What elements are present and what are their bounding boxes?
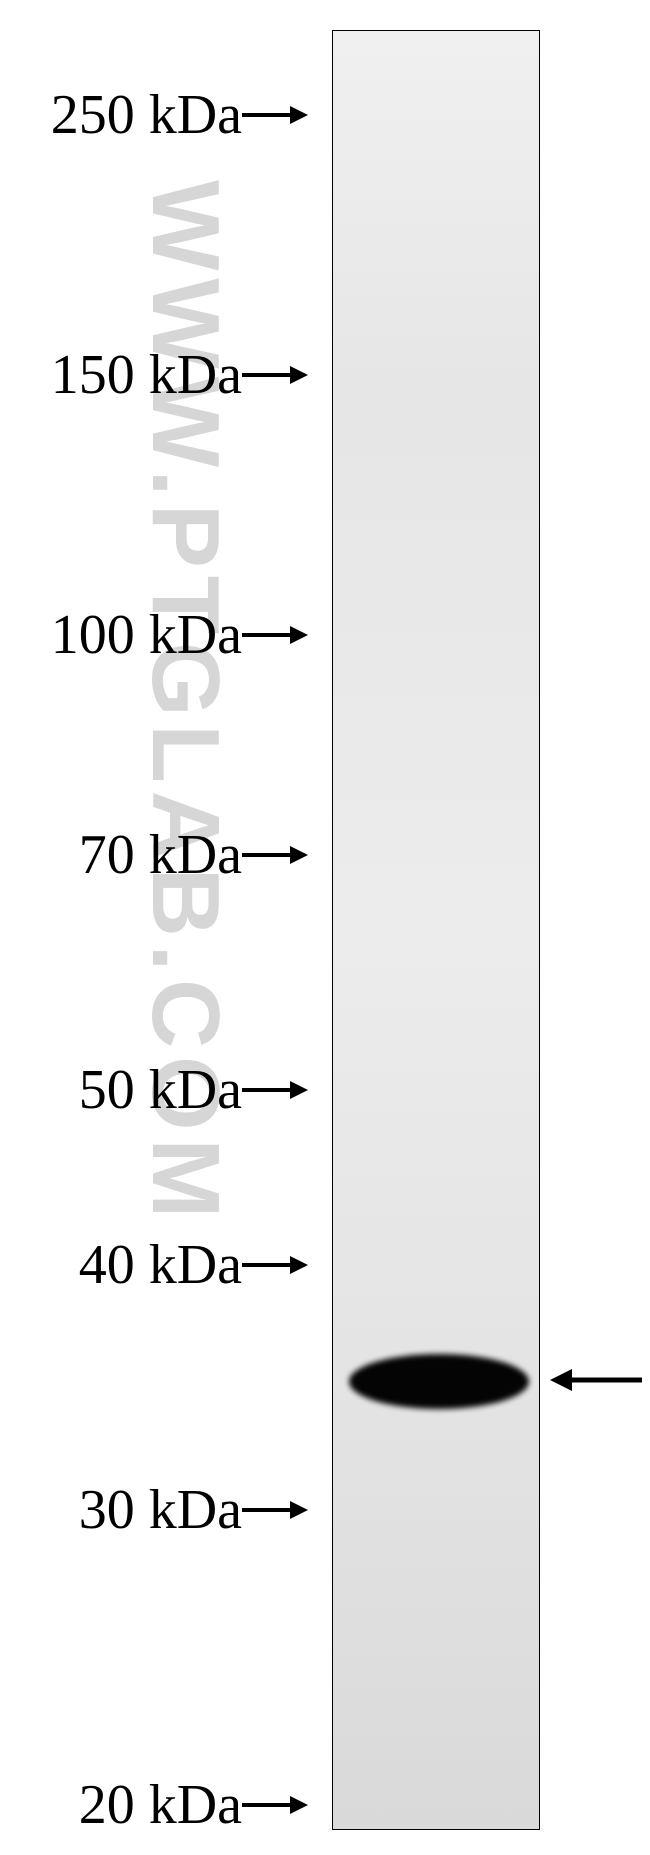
marker-weight-text: 70 kDa — [79, 824, 242, 886]
band-arrow-icon — [548, 1365, 644, 1395]
marker-label: 150 kDa — [0, 342, 310, 403]
marker-label: 250 kDa — [0, 82, 310, 143]
marker-arrow-icon — [242, 843, 310, 867]
western-blot-figure: WWW.PTGLAB.COM 250 kDa150 kDa100 kDa70 k… — [0, 0, 650, 1855]
marker-weight-text: 50 kDa — [79, 1059, 242, 1121]
marker-label: 100 kDa — [0, 602, 310, 663]
marker-arrow-icon — [242, 1498, 310, 1522]
marker-arrow-icon — [242, 1078, 310, 1102]
marker-weight-text: 150 kDa — [51, 344, 242, 406]
marker-label: 50 kDa — [0, 1057, 310, 1118]
marker-arrow-icon — [242, 1253, 310, 1277]
marker-arrow-icon — [242, 363, 310, 387]
marker-weight-text: 40 kDa — [79, 1234, 242, 1296]
marker-arrow-icon — [242, 103, 310, 127]
marker-arrow-icon — [242, 623, 310, 647]
marker-label: 40 kDa — [0, 1232, 310, 1293]
blot-lane — [332, 30, 540, 1830]
marker-arrow-icon — [242, 1793, 310, 1817]
marker-label: 30 kDa — [0, 1477, 310, 1538]
marker-weight-text: 20 kDa — [79, 1774, 242, 1836]
protein-band — [349, 1354, 529, 1409]
marker-weight-text: 30 kDa — [79, 1479, 242, 1541]
marker-weight-text: 250 kDa — [51, 84, 242, 146]
marker-label: 70 kDa — [0, 822, 310, 883]
marker-label: 20 kDa — [0, 1772, 310, 1833]
marker-weight-text: 100 kDa — [51, 604, 242, 666]
